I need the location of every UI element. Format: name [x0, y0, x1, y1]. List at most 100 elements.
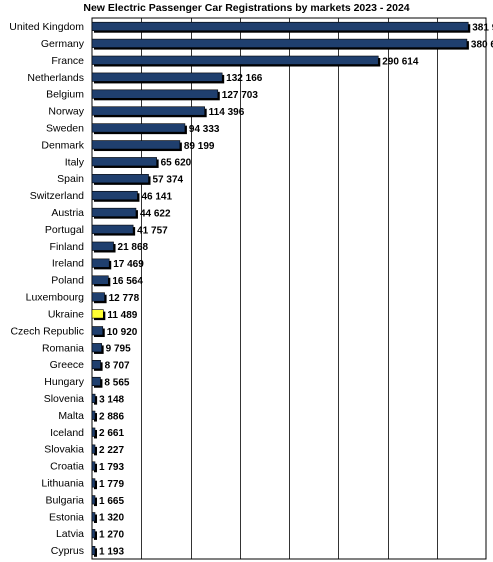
bar: [91, 157, 157, 167]
bar: [91, 410, 96, 420]
value-label: 44 622: [140, 208, 171, 219]
category-label: Norway: [48, 106, 84, 118]
bar: [91, 190, 138, 201]
category-label: Malta: [58, 410, 84, 422]
value-label: 8 707: [105, 361, 130, 372]
value-label: 94 333: [189, 124, 220, 135]
value-label: 1 320: [99, 513, 124, 524]
bar: [91, 174, 149, 184]
category-label: Czech Republic: [10, 325, 84, 337]
value-label: 290 614: [382, 56, 419, 67]
value-label: 46 141: [141, 192, 172, 203]
category-label: Cyprus: [51, 545, 84, 557]
category-label: Sweden: [46, 122, 84, 134]
category-label: Finland: [50, 241, 85, 253]
value-label: 1 779: [99, 479, 124, 490]
bar-shadow: [94, 480, 97, 490]
bar: [91, 38, 468, 48]
value-label: 2 661: [99, 428, 124, 439]
bar: [91, 309, 104, 319]
bar-shadow: [94, 514, 97, 523]
bar-shadow: [94, 396, 98, 405]
value-label: 114 396: [209, 107, 245, 118]
value-label: 1 193: [99, 547, 124, 558]
value-label: 1 270: [99, 530, 124, 541]
value-label: 57 374: [153, 175, 184, 186]
value-label: 16 564: [112, 276, 143, 287]
bar: [91, 326, 104, 336]
bar: [91, 478, 96, 488]
value-label: 3 148: [99, 394, 124, 405]
bar: [91, 512, 96, 522]
category-label: Iceland: [50, 427, 84, 439]
plot-area: [91, 17, 487, 560]
category-label: Switzerland: [30, 190, 84, 202]
bar: [91, 207, 137, 217]
category-label: Belgium: [46, 89, 84, 101]
value-label: 1 665: [99, 496, 124, 507]
bar: [91, 461, 96, 471]
bar: [91, 89, 219, 99]
value-label: 380 609: [471, 39, 493, 50]
bar-shadow: [94, 429, 97, 439]
category-label: Bulgaria: [45, 494, 84, 506]
bar: [91, 427, 96, 437]
category-label: Denmark: [41, 139, 84, 151]
category-label: Ukraine: [48, 308, 84, 320]
value-label: 10 920: [107, 327, 138, 338]
bar-shadow: [94, 548, 97, 557]
category-label: Romania: [42, 342, 84, 354]
value-label: 8 565: [104, 377, 129, 388]
bar: [91, 545, 96, 556]
category-label: Austria: [51, 207, 84, 219]
value-label: 41 757: [137, 225, 168, 236]
bar-shadow: [94, 497, 97, 507]
bar-shadow: [94, 463, 97, 473]
category-label: France: [51, 55, 84, 67]
bar: [91, 292, 105, 302]
bar: [91, 106, 205, 116]
category-label: Poland: [51, 275, 84, 287]
category-label: Hungary: [44, 376, 84, 388]
bar: [91, 343, 102, 353]
bar: [91, 55, 379, 65]
category-label: Slovakia: [44, 444, 84, 456]
category-label: Estonia: [49, 511, 84, 523]
bar: [91, 258, 110, 268]
category-label: Croatia: [50, 461, 84, 473]
category-label: Latvia: [56, 528, 84, 540]
bar: [91, 72, 223, 82]
bar: [91, 393, 96, 403]
value-label: 65 620: [161, 158, 192, 169]
chart-title: New Electric Passenger Car Registrations…: [83, 2, 410, 14]
value-label: 2 886: [99, 411, 124, 422]
value-label: 21 868: [118, 242, 149, 253]
value-label: 1 793: [99, 462, 124, 473]
bar: [91, 360, 101, 370]
value-label: 12 778: [109, 293, 140, 304]
value-label: 381 970: [472, 22, 493, 33]
value-label: 89 199: [184, 141, 215, 152]
bar: [91, 123, 186, 133]
category-label: Italy: [65, 156, 85, 168]
bar: [91, 495, 96, 505]
category-label: Luxembourg: [26, 292, 85, 304]
bar-shadow: [94, 413, 97, 422]
category-label: Slovenia: [44, 393, 84, 405]
value-label: 127 703: [222, 90, 259, 101]
bar: [91, 376, 101, 387]
value-label: 17 469: [113, 259, 144, 270]
category-label: Netherlands: [27, 72, 84, 84]
bar: [91, 224, 134, 234]
value-label: 11 489: [107, 310, 137, 321]
bar: [91, 444, 96, 454]
bar-shadow: [94, 531, 97, 540]
category-label: United Kingdom: [9, 21, 84, 33]
category-label: Lithuania: [41, 478, 84, 490]
category-label: Portugal: [45, 224, 84, 236]
category-label: Germany: [41, 38, 85, 50]
value-label: 9 795: [106, 344, 131, 355]
category-label: Spain: [57, 173, 84, 185]
category-label: Greece: [50, 359, 85, 371]
